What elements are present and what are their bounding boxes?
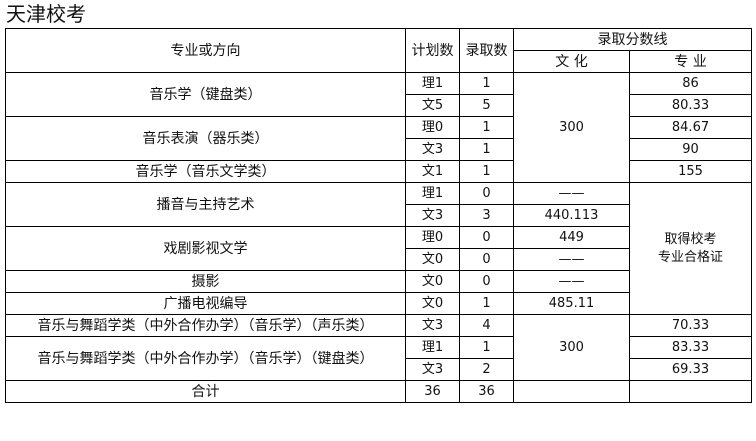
plan-cell: 文5 [405,94,460,117]
table-row: 音乐与舞蹈学类（中外合作办学）（音乐学）（键盘类） 理1 1 83.33 [5,336,752,381]
admit-cell: 0 [459,270,514,293]
culture-cell: —— [513,270,630,293]
plan-cell: 文3 [405,314,460,337]
plan-cell: 文0 [405,248,460,271]
admit-cell: 1 [459,336,514,359]
pro-group-cell: 取得校考 专业合格证 [629,182,752,315]
pro-group-line: 专业合格证 [657,249,723,265]
header-plan: 计划数 [405,28,460,73]
pro-cell: 83.33 [629,336,752,359]
total-pro [629,380,752,403]
pro-cell: 84.67 [629,116,752,139]
plan-cell: 文0 [405,270,460,293]
pro-group-line: 取得校考 [664,231,717,247]
culture-cell: 300 [513,72,630,183]
header-row: 专业或方向 计划数 录取数 录取分数线 [5,28,752,73]
table-row: 摄影 文0 0 —— [5,270,752,293]
admit-cell: 3 [459,204,514,227]
major-cell: 音乐学（键盘类） [5,72,406,117]
header-major: 专业或方向 [5,28,406,73]
major-cell: 摄影 [5,270,406,293]
plan-cell: 理1 [405,72,460,95]
plan-cell: 文3 [405,204,460,227]
table-row: 广播电视编导 文0 1 485.11 [5,292,752,315]
pro-cell: 69.33 [629,358,752,381]
admit-cell: 0 [459,182,514,205]
plan-cell: 文3 [405,138,460,161]
plan-cell: 理0 [405,116,460,139]
table-row: 文0 0 —— [6,248,752,271]
table-row: 播音与主持艺术 理1 0 —— 取得校考专业合格证 [5,182,752,315]
pro-cell: 70.33 [629,314,752,337]
major-cell: 广播电视编导 [5,292,406,315]
table-row: 戏剧影视文学 理0 0 449 [5,226,752,271]
table-row: 音乐与舞蹈学类（中外合作办学）（音乐学）（声乐类） 文3 4 300 70.33 [5,314,752,381]
major-cell: 播音与主持艺术 [5,182,406,227]
major-cell: 音乐与舞蹈学类（中外合作办学）（音乐学）（键盘类） [5,336,406,381]
page-title: 天津校考 [6,2,86,26]
table-row: 音乐表演（器乐类） 理0 1 84.67 [5,116,752,161]
header-admit: 录取数 [459,28,514,73]
total-label: 合计 [5,380,406,403]
major-cell: 音乐学（音乐文学类） [5,160,406,183]
major-cell: 音乐表演（器乐类） [5,116,406,161]
admit-cell: 0 [459,226,514,249]
culture-cell: 485.11 [513,292,630,315]
culture-cell: 449 [513,226,630,249]
header-culture: 文 化 [513,50,630,73]
plan-cell: 理1 [405,182,460,205]
plan-cell: 理1 [405,336,460,359]
pro-cell: 90 [629,138,752,161]
total-culture [513,380,630,403]
admit-cell: 1 [459,292,514,315]
plan-cell: 文3 [405,358,460,381]
culture-cell: —— [513,182,630,205]
table-row: 音乐学（音乐文学类） 文1 1 155 [5,160,752,183]
table-row: 音乐学（键盘类） 理1 1 300 86 [5,72,752,183]
admit-cell: 1 [459,138,514,161]
culture-cell: 440.113 [513,204,630,227]
header-score: 录取分数线 [513,28,752,51]
plan-cell: 文0 [405,292,460,315]
major-cell: 音乐与舞蹈学类（中外合作办学）（音乐学）（声乐类） [5,314,406,337]
table-row: 文3 2 69.33 [6,358,752,381]
culture-cell: 300 [513,314,630,381]
admission-table: 专业或方向 计划数 录取数 录取分数线 文 化 专 业 音乐学（键盘类） 理1 … [5,28,752,403]
admit-cell: 1 [459,116,514,139]
plan-cell: 理0 [405,226,460,249]
admit-cell: 1 [459,160,514,183]
admit-cell: 2 [459,358,514,381]
major-cell: 戏剧影视文学 [5,226,406,271]
total-admit: 36 [459,380,514,403]
plan-cell: 文1 [405,160,460,183]
admit-cell: 0 [459,248,514,271]
admit-cell: 4 [459,314,514,337]
admit-cell: 5 [459,94,514,117]
total-plan: 36 [405,380,460,403]
culture-cell: —— [513,248,630,271]
pro-cell: 86 [629,72,752,95]
header-major-score: 专 业 [629,50,752,73]
admit-cell: 1 [459,72,514,95]
total-row: 合计 36 36 [5,380,752,403]
pro-cell: 155 [629,160,752,183]
pro-cell: 80.33 [629,94,752,117]
table-row: 文3 3 440.113 [6,204,752,227]
